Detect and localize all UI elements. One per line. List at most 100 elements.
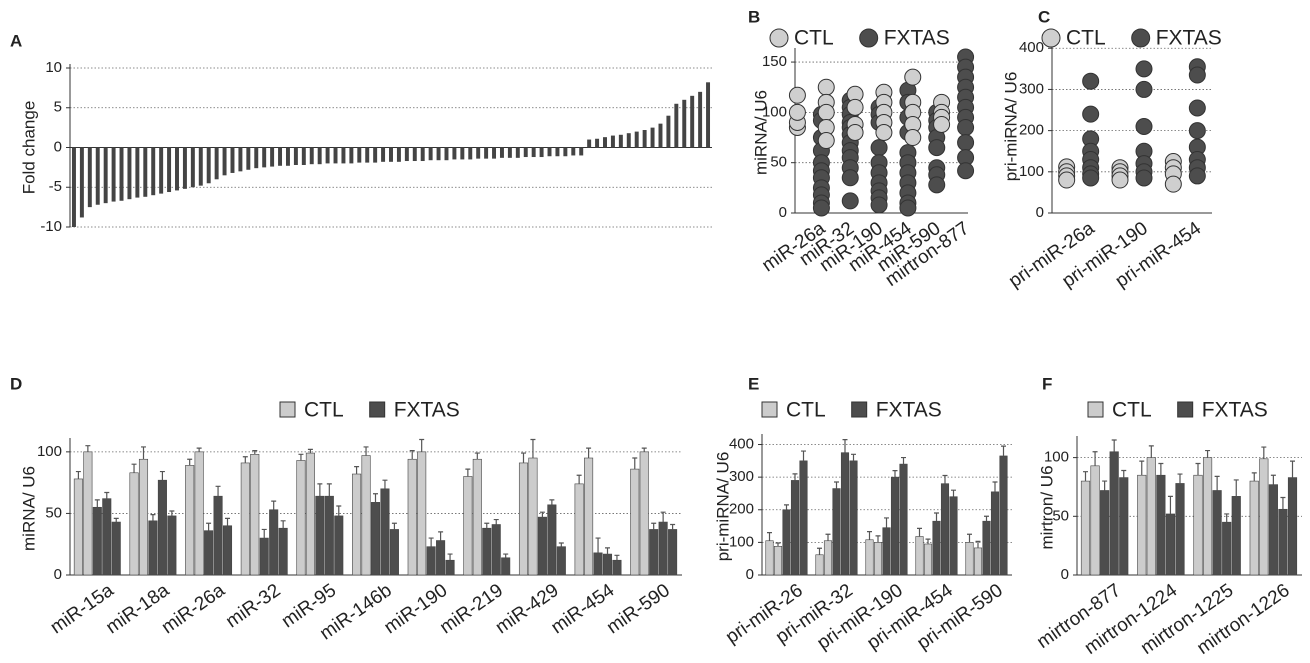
legend-label: FXTAS [394,399,460,422]
bar [420,147,425,162]
bar [865,539,874,576]
bar [167,515,177,576]
bar [602,553,613,576]
bar [428,147,433,161]
bar [1212,490,1222,576]
bar [309,147,314,165]
bar [412,147,417,162]
error-bar [558,542,564,547]
error-bar [817,547,822,555]
x-tick-label: miR-32 [222,580,284,632]
y-tick-label: 100 [37,443,62,460]
error-bar [632,457,638,470]
bar [990,491,1000,576]
dot [1135,169,1153,187]
bar [899,463,908,576]
bar [949,496,958,576]
bar [799,460,808,576]
bar [246,147,251,170]
bar [1100,490,1110,576]
bar [468,147,473,160]
bar [915,536,924,576]
bar [1249,480,1259,576]
bar [492,147,497,159]
bar [389,529,399,576]
bar [238,147,243,172]
dot [812,199,830,217]
error-bar [280,520,286,529]
bar [579,147,584,156]
bar [436,147,441,161]
y-tick-label: 50 [770,154,787,171]
error-bar [784,504,789,510]
dot [817,103,835,121]
bar [1137,474,1147,576]
error-bar [614,554,620,561]
y-tick-label: 0 [779,204,787,221]
bar [940,483,950,576]
bar [587,139,592,148]
y-tick-label: 300 [1019,80,1044,97]
bar [556,546,566,576]
bar [1156,474,1166,576]
bar [119,147,124,201]
y-tick-label: 0 [1036,204,1044,221]
error-bar [992,481,998,492]
bar [254,147,259,169]
bar [528,457,538,576]
legend-label: CTL [786,399,826,422]
dot [1082,105,1100,123]
y-tick-label: 400 [1019,39,1044,56]
dot [841,192,859,210]
legend-swatch [1041,28,1061,48]
bar [782,509,791,576]
error-bar [503,553,509,558]
bar [129,472,139,576]
bar [250,454,260,576]
bar [293,147,298,165]
error-bar [94,499,100,508]
error-bar [113,517,119,523]
bar [95,147,100,205]
error-bar [651,522,657,530]
bar [537,516,547,576]
legend-label: CTL [794,27,834,50]
error-bar [1102,480,1108,491]
bar [1268,484,1278,576]
bar [612,559,622,576]
bar [682,99,687,148]
error-bar [409,450,415,460]
error-bar [792,473,798,481]
panel-letter: C [1038,7,1050,26]
legend-swatch [369,401,386,418]
error-bar [1205,449,1211,458]
dot [904,129,922,147]
dot [870,196,888,214]
x-tick-label: miR-219 [436,580,507,638]
error-bar [447,553,453,561]
error-bar [1111,439,1117,452]
bar [198,147,203,186]
error-bar [549,499,555,505]
bar [1175,483,1185,576]
bar [982,520,991,576]
panel-letter: E [748,374,759,393]
error-bar [225,517,231,526]
bar [222,147,227,176]
bar [690,95,695,148]
error-bar [875,535,881,543]
y-axis-label: mirtron/ U6 [1037,465,1056,549]
bar [143,147,148,197]
bar [1193,474,1203,576]
bar [765,540,774,576]
error-bar [104,491,110,499]
bar [175,147,179,191]
error-bar [530,438,536,459]
bar [1278,508,1288,576]
bar [634,131,639,148]
bar [182,147,187,189]
x-tick-label: miR-429 [492,580,563,638]
error-bar [1261,446,1267,459]
bar [965,542,974,576]
x-tick-label: miR-590 [603,580,674,638]
